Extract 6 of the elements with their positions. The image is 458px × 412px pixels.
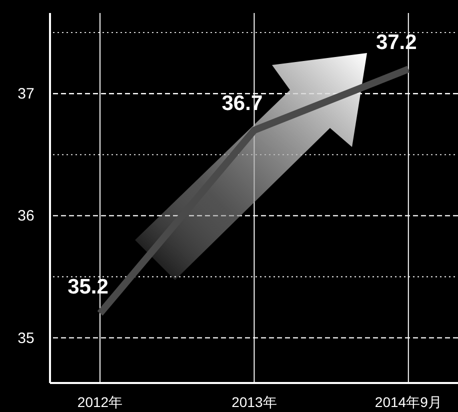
y-tick-label: 37 (18, 86, 34, 103)
y-tick-label: 36 (18, 208, 34, 225)
x-tick-label: 2014年9月 (374, 394, 442, 410)
x-tick-label: 2013年 (232, 394, 277, 410)
x-tick-label: 2012年 (77, 394, 123, 410)
y-tick-label: 35 (18, 330, 34, 347)
